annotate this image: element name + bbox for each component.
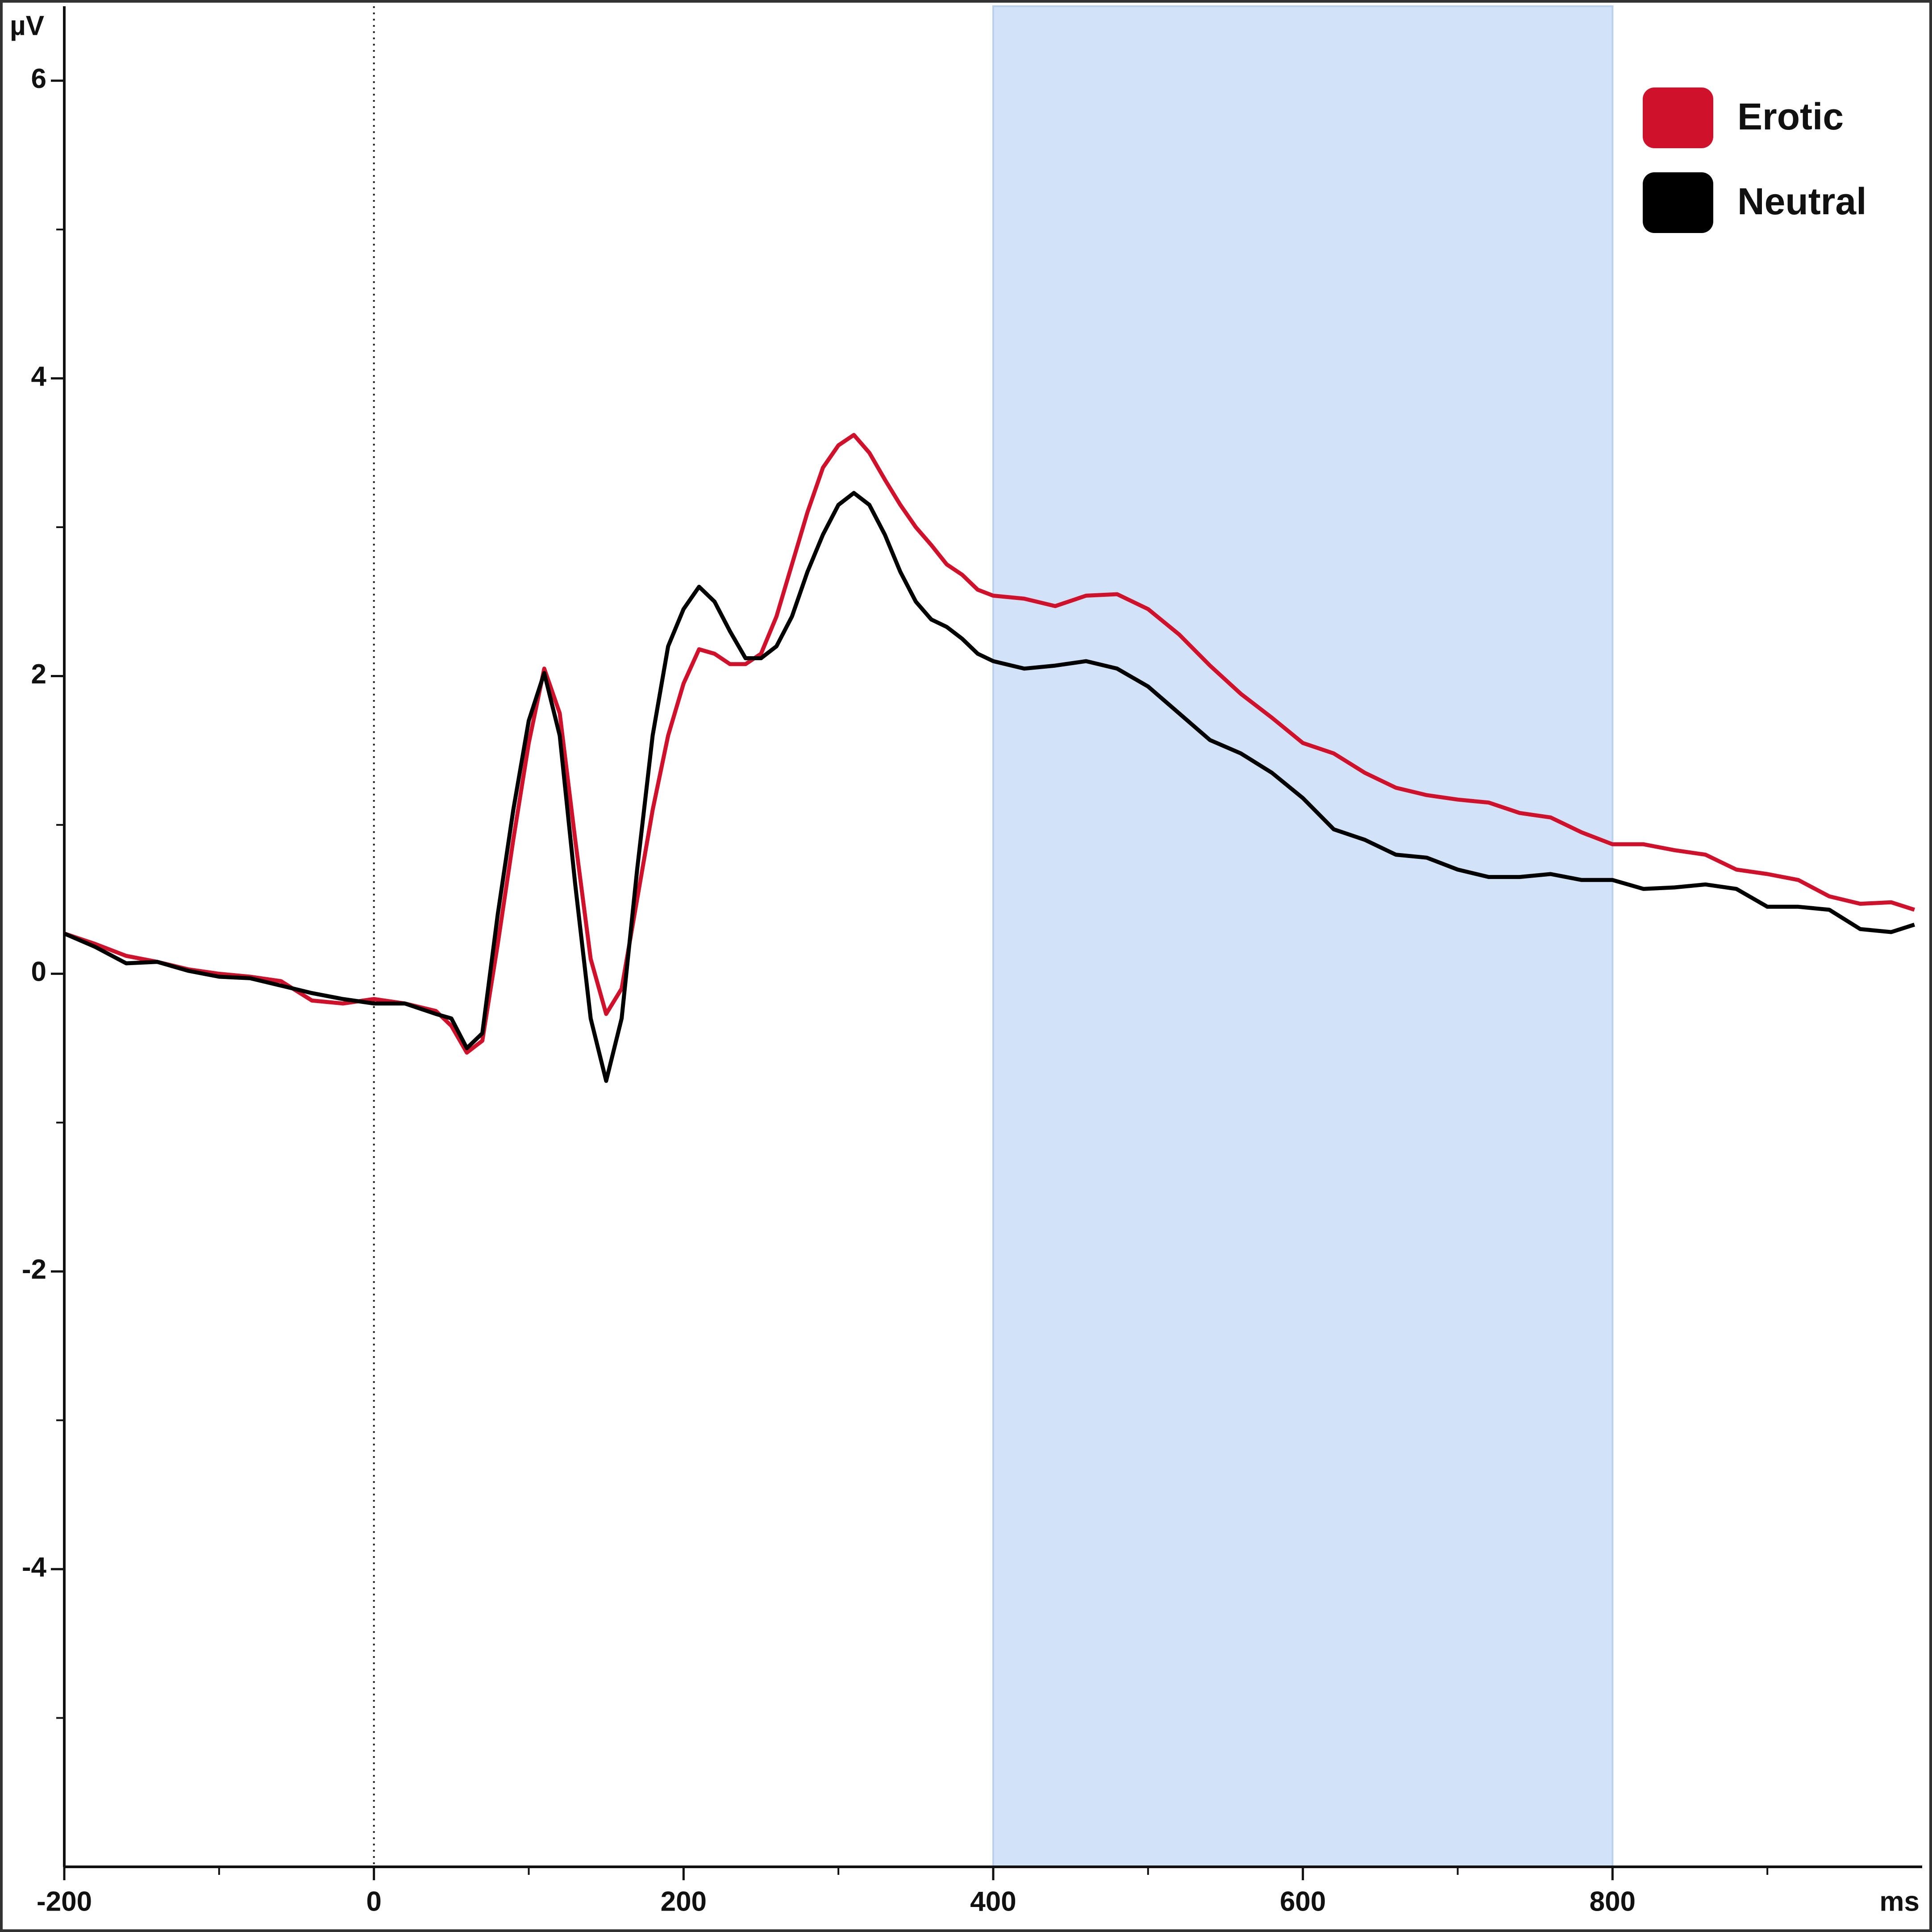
legend-label: Erotic	[1737, 96, 1844, 137]
y-tick-label: 4	[31, 361, 47, 392]
legend-swatch	[1643, 172, 1713, 233]
x-tick-label: -200	[37, 1886, 92, 1917]
legend-swatch	[1643, 87, 1713, 148]
y-axis-label: µV	[10, 10, 44, 41]
x-tick-label: 800	[1590, 1886, 1636, 1917]
legend-label: Neutral	[1737, 180, 1866, 222]
y-tick-label: -4	[22, 1552, 47, 1582]
y-tick-label: 0	[31, 957, 46, 987]
y-tick-label: -2	[22, 1254, 46, 1285]
highlight-band	[992, 5, 1614, 1868]
x-tick-label: 0	[366, 1886, 381, 1917]
x-tick-label: 200	[661, 1886, 707, 1917]
series-line	[63, 433, 1915, 1055]
y-tick-label: 2	[31, 659, 46, 690]
y-tick-label: 6	[31, 63, 46, 94]
series-line	[63, 491, 1915, 1083]
x-tick-label: 600	[1280, 1886, 1326, 1917]
x-axis-label: ms	[1879, 1886, 1920, 1917]
x-tick-label: 400	[970, 1886, 1016, 1917]
